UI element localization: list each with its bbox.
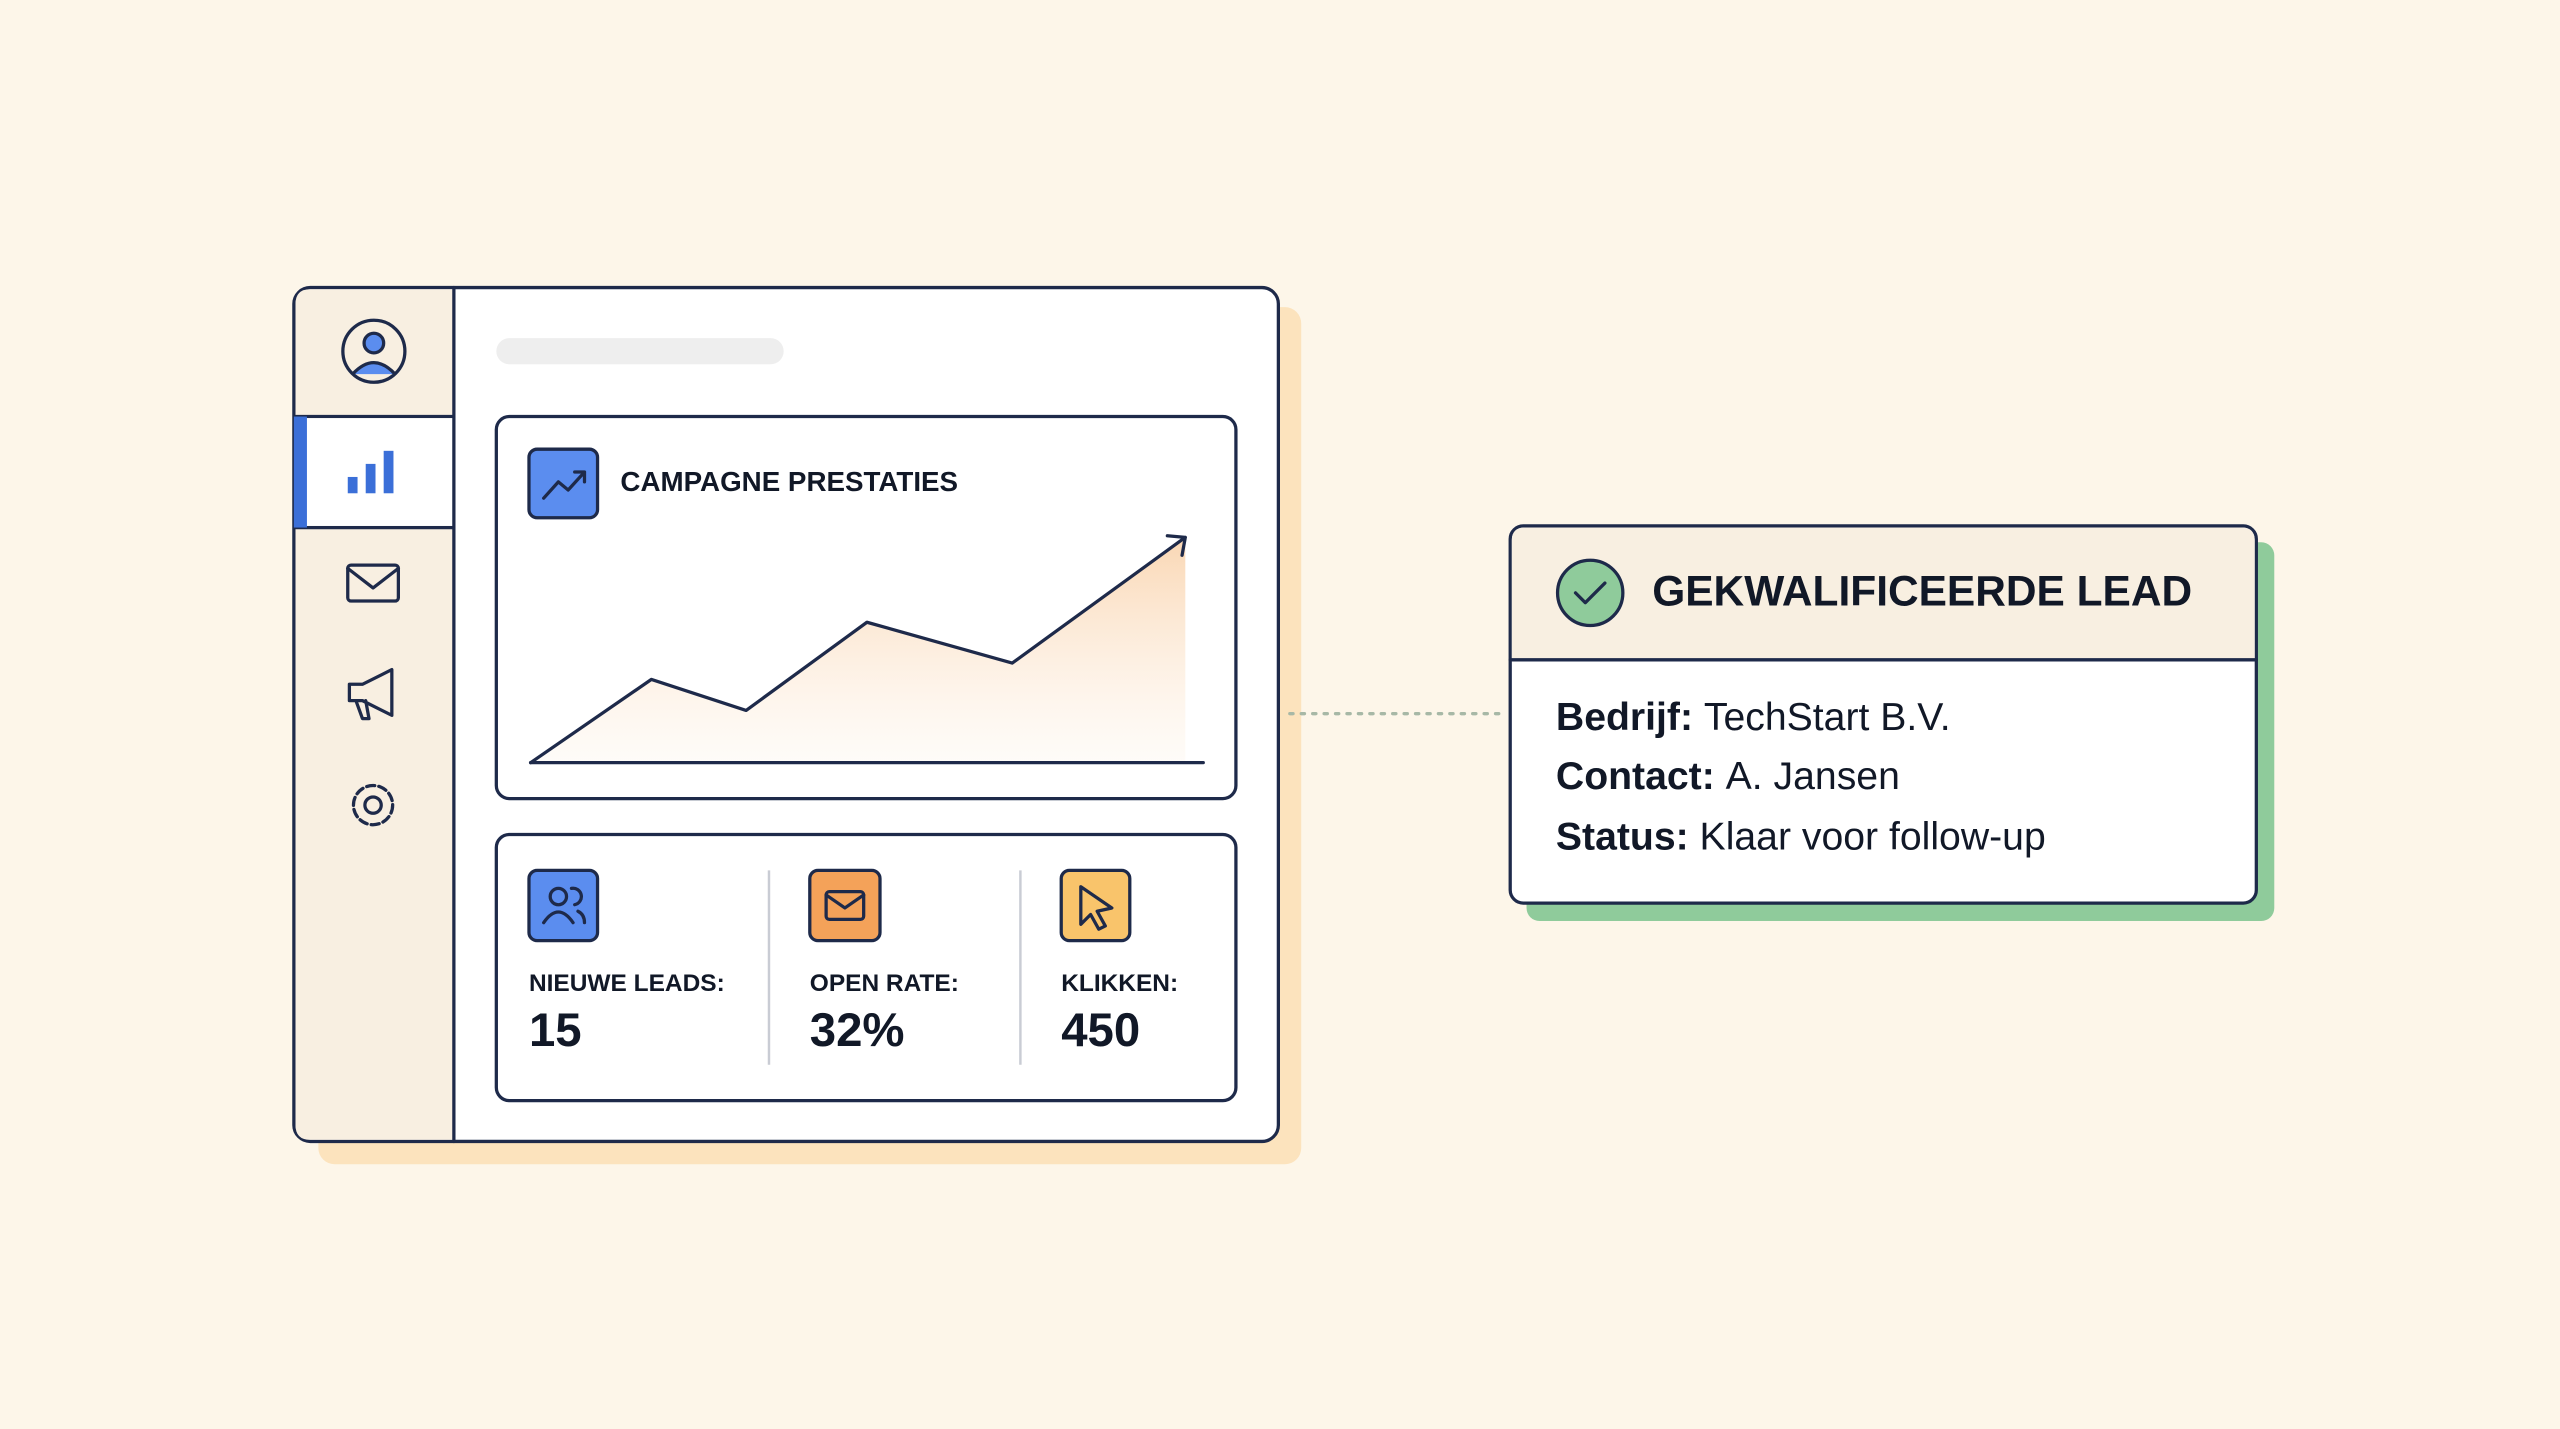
lead-field: Status: Klaar voor follow-up — [1556, 816, 2046, 859]
chart-title: CAMPAGNE PRESTATIES — [620, 466, 958, 497]
active-indicator — [293, 416, 307, 528]
open-rate-icon — [808, 868, 882, 943]
megaphone-icon[interactable] — [347, 667, 394, 721]
analytics-icon[interactable] — [347, 450, 394, 494]
field-value: Klaar voor follow-up — [1700, 816, 2046, 859]
lead-field: Bedrijf: TechStart B.V. — [1556, 697, 1951, 740]
stat-label: NIEUWE LEADS: — [529, 970, 725, 997]
lead-field: Contact: A. Jansen — [1556, 755, 1900, 798]
field-label: Bedrijf: — [1556, 697, 1693, 740]
mail-icon[interactable] — [346, 563, 401, 603]
stats-card — [494, 832, 1238, 1103]
field-label: Status: — [1556, 816, 1689, 859]
field-label: Contact: — [1556, 755, 1715, 798]
stat-value: 450 — [1061, 1004, 1140, 1057]
check-icon — [1555, 558, 1625, 628]
stat-dividers — [767, 870, 1022, 1065]
settings-icon[interactable] — [351, 783, 395, 827]
trend-icon — [527, 447, 600, 520]
field-value: TechStart B.V. — [1704, 697, 1951, 740]
search-placeholder[interactable] — [496, 338, 784, 365]
lead-card-header — [1511, 527, 2255, 660]
stat-label: KLIKKEN: — [1061, 970, 1178, 997]
stat-label: OPEN RATE: — [810, 970, 959, 997]
stat-value: 32% — [810, 1004, 905, 1057]
stat-value: 15 — [529, 1004, 582, 1057]
user-icon[interactable] — [341, 318, 407, 384]
lead-title: GEKWALIFICEERDE LEAD — [1652, 568, 2192, 615]
trend-area — [530, 537, 1186, 763]
clicks-icon — [1059, 868, 1132, 943]
field-value: A. Jansen — [1726, 755, 1900, 798]
sidebar-dividers — [293, 414, 456, 530]
trend-line — [528, 534, 1187, 765]
leads-icon — [527, 868, 600, 943]
